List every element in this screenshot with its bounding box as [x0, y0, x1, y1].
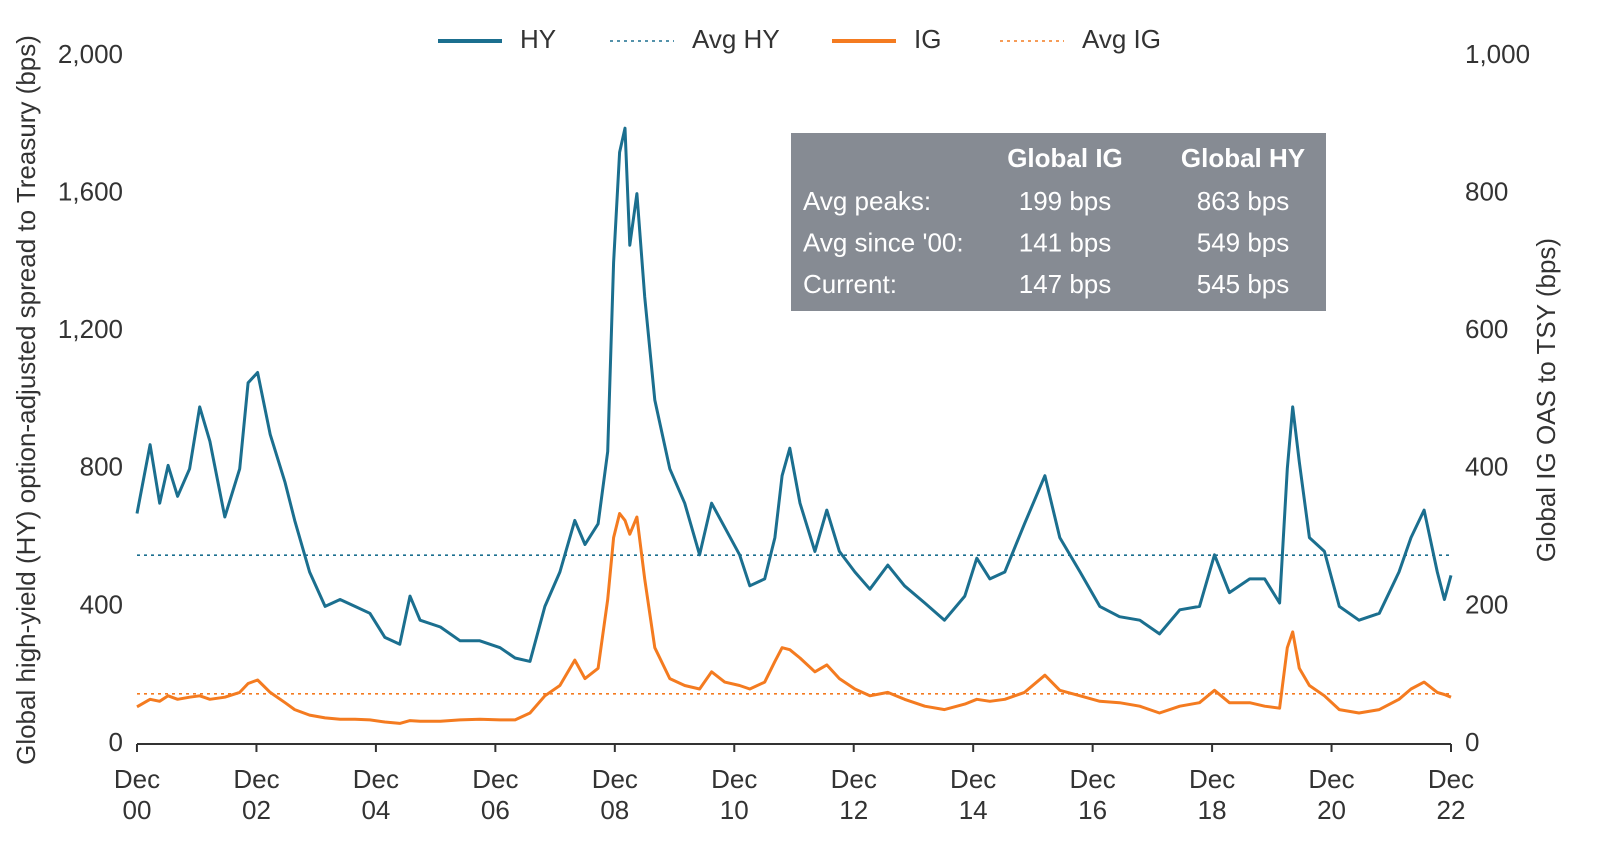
- table-cell: 545 bps: [1197, 269, 1290, 299]
- y2-tick-label: 600: [1465, 314, 1508, 344]
- y-axis-label: Global high-yield (HY) option-adjusted s…: [11, 35, 41, 765]
- y2-tick-label: 0: [1465, 727, 1479, 757]
- x-tick-label: Dec 02: [233, 764, 280, 825]
- table-cell: 147 bps: [1019, 269, 1112, 299]
- y2-axis-label: Global IG OAS to TSY (bps): [1531, 238, 1561, 562]
- x-tick-label: Dec 04: [352, 764, 400, 825]
- x-tick-label: Dec 16: [1069, 764, 1116, 825]
- y2-tick-label: 200: [1465, 589, 1508, 619]
- table-cell: 863 bps: [1197, 186, 1290, 216]
- x-tick-label: Dec 00: [113, 764, 161, 825]
- table-header: Global IG: [1007, 143, 1123, 173]
- x-tick-label: Dec 20: [1308, 764, 1355, 825]
- y-tick-label: 0: [109, 727, 123, 757]
- y-tick-label: 400: [80, 589, 123, 619]
- table-cell: 141 bps: [1019, 227, 1112, 257]
- x-tick-label: Dec 10: [711, 764, 758, 825]
- table-row-label: Avg peaks:: [803, 186, 931, 216]
- y-tick-label: 1,200: [58, 314, 123, 344]
- y2-tick-label: 800: [1465, 176, 1508, 206]
- x-tick-label: Dec 06: [472, 764, 519, 825]
- y-tick-label: 800: [80, 452, 123, 482]
- y-tick-label: 2,000: [58, 39, 123, 69]
- series-line: [135, 126, 1453, 663]
- table-box: [791, 133, 1326, 311]
- table-row-label: Current:: [803, 269, 897, 299]
- table-header: Global HY: [1181, 143, 1305, 173]
- y2-tick-label: 400: [1465, 452, 1508, 482]
- y2-tick-label: 1,000: [1465, 39, 1530, 69]
- series-line: [136, 512, 1452, 725]
- y-tick-label: 1,600: [58, 176, 123, 206]
- x-tick-label: Dec 22: [1427, 764, 1475, 825]
- legend-label: Avg IG: [1082, 24, 1161, 54]
- x-tick-label: Dec 18: [1188, 764, 1236, 825]
- table-row-label: Avg since '00:: [803, 227, 964, 257]
- legend-label: HY: [520, 24, 556, 54]
- table-cell: 199 bps: [1019, 186, 1112, 216]
- x-tick-label: Dec 12: [830, 764, 877, 825]
- legend-label: Avg HY: [692, 24, 780, 54]
- x-tick-label: Dec 08: [591, 764, 638, 825]
- table-cell: 549 bps: [1197, 227, 1290, 257]
- x-tick-label: Dec 14: [950, 764, 997, 825]
- legend-label: IG: [914, 24, 941, 54]
